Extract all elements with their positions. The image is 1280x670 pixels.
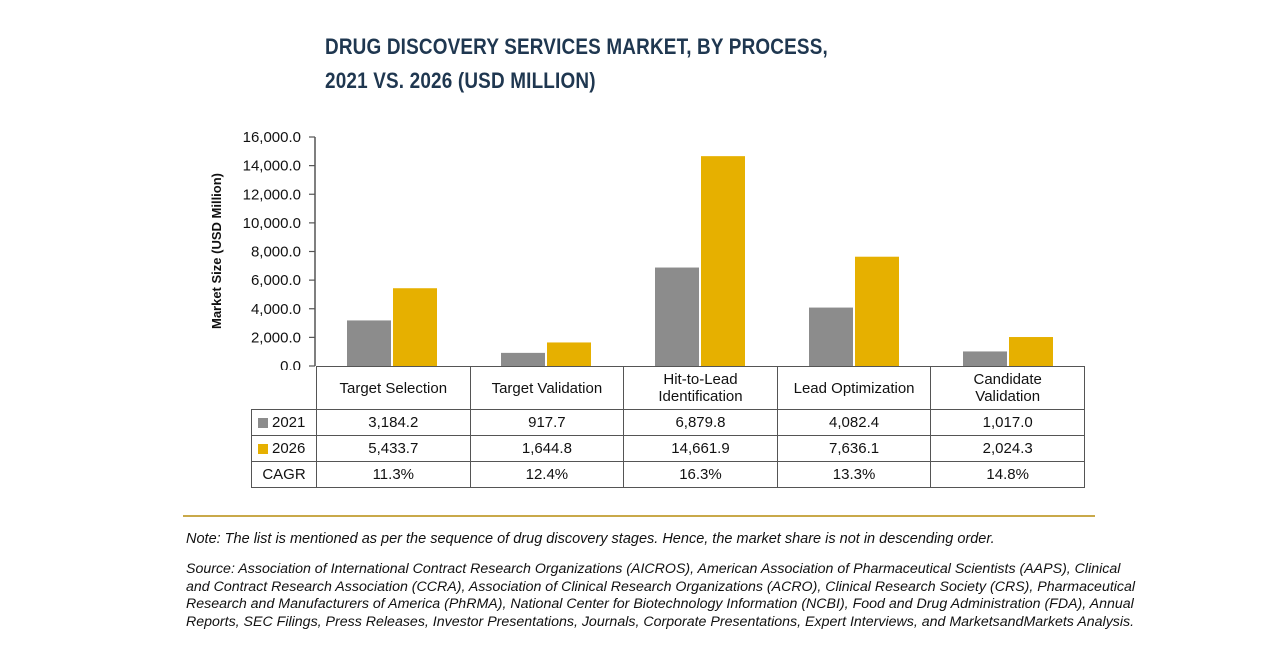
x-tick-label-line: Target Validation [491, 379, 603, 397]
y-tick-label: 10,000.0 [243, 215, 301, 232]
cagr-value: 11.3% [316, 461, 471, 488]
x-tick-label: Target Validation [469, 366, 625, 410]
table-row-cagr: CAGR 11.3% 12.4% 16.3% 13.3% 14.8% [251, 461, 1085, 488]
cagr-value: 12.4% [469, 461, 625, 488]
bar-2021-target-validation [501, 352, 545, 366]
table-row-2026: 2026 5,433.7 1,644.8 14,661.9 7,636.1 2,024.3 [251, 435, 1085, 462]
footnote-source: Source: Association of International Con… [186, 561, 1136, 630]
x-tick-label-line: Identification [658, 388, 743, 405]
bar-2021-candidate-validation [963, 351, 1007, 366]
data-label: 14,661.9 [623, 435, 778, 462]
bar-2021-lead-optimization [809, 307, 853, 366]
chart-title-line-2: 2021 VS. 2026 (USD MILLION) [325, 68, 596, 93]
y-axis: 0.02,000.04,000.06,000.08,000.010,000.01… [243, 129, 316, 370]
legend-label: 2026 [272, 440, 306, 457]
x-tick-label-line: Validation [975, 388, 1041, 405]
y-tick-label: 16,000.0 [243, 129, 301, 146]
x-tick-label: Candidate Validation [930, 366, 1085, 410]
bar-2026-candidate-validation [1009, 337, 1053, 366]
data-label: 2,024.3 [930, 435, 1085, 462]
cagr-value: 14.8% [930, 461, 1085, 488]
data-label: 1,644.8 [469, 435, 625, 462]
data-label: 1,017.0 [930, 409, 1085, 436]
y-tick-label: 2,000.0 [251, 329, 301, 346]
data-label: 917.7 [469, 409, 625, 436]
cagr-value: 16.3% [623, 461, 778, 488]
legend-entry-2026: 2026 [251, 435, 317, 462]
table-corner-cell [251, 366, 317, 410]
data-label: 6,879.8 [623, 409, 778, 436]
y-tick-label: 4,000.0 [251, 301, 301, 318]
chart-title-line-1: DRUG DISCOVERY SERVICES MARKET, BY PROCE… [325, 34, 828, 59]
footer-divider [183, 515, 1095, 517]
legend-label: 2021 [272, 414, 306, 431]
bar-2026-target-selection [393, 288, 437, 366]
x-tick-label: Target Selection [316, 366, 471, 410]
y-tick-label: 14,000.0 [243, 158, 301, 175]
data-label: 7,636.1 [776, 435, 932, 462]
y-tick-label: 6,000.0 [251, 272, 301, 289]
bar-2021-target-selection [347, 320, 391, 366]
y-tick-label: 12,000.0 [243, 186, 301, 203]
x-tick-label-line: Hit-to-Lead [663, 371, 738, 388]
table-header-row: Target Selection Target Validation Hit-to-… [251, 366, 1085, 410]
data-table: Target Selection Target Validation Hit-to-… [251, 366, 1085, 488]
bar-chart: 0.02,000.04,000.06,000.08,000.010,000.01… [209, 129, 1053, 370]
bar-2026-lead-optimization [855, 256, 899, 366]
x-tick-label-line: Lead Optimization [793, 379, 915, 397]
y-axis-label: Market Size (USD Million) [209, 173, 224, 329]
x-tick-label-line: Target Selection [339, 379, 448, 397]
chart-title: DRUG DISCOVERY SERVICES MARKET, BY PROCE… [325, 30, 828, 98]
data-label: 4,082.4 [776, 409, 932, 436]
bar-2026-hit-to-lead-identification [701, 156, 745, 366]
legend-swatch [258, 418, 268, 428]
bar-2026-target-validation [547, 342, 591, 366]
data-label: 5,433.7 [316, 435, 471, 462]
x-tick-label-line: Candidate [973, 371, 1042, 388]
footnote-note: Note: The list is mentioned as per the s… [186, 531, 995, 547]
table-row-2021: 2021 3,184.2 917.7 6,879.8 4,082.4 1,017.0 [251, 409, 1085, 436]
bars-group [347, 156, 1053, 366]
x-tick-label: Hit-to-Lead Identification [623, 366, 778, 410]
legend-entry-2021: 2021 [251, 409, 317, 436]
cagr-label: CAGR [251, 461, 317, 488]
legend-swatch [258, 444, 268, 454]
x-tick-label: Lead Optimization [776, 366, 932, 410]
data-label: 3,184.2 [316, 409, 471, 436]
y-tick-label: 8,000.0 [251, 244, 301, 261]
cagr-value: 13.3% [776, 461, 932, 488]
bar-2021-hit-to-lead-identification [655, 267, 699, 366]
